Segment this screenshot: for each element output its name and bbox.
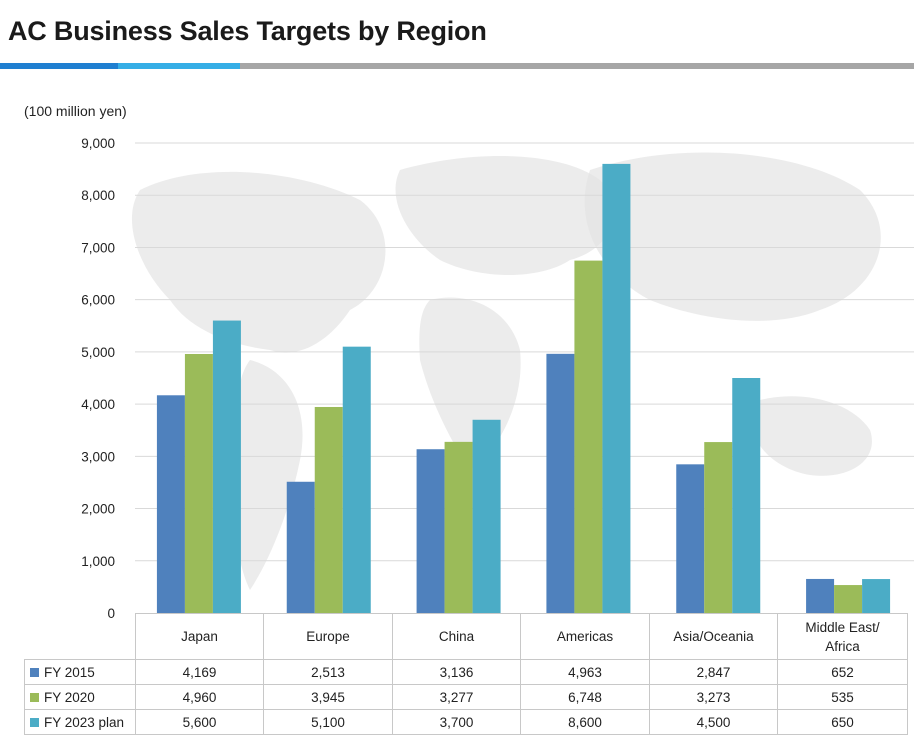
y-tick-label: 4,000	[81, 397, 115, 412]
data-label: 5,100	[263, 709, 393, 735]
y-tick-label: 6,000	[81, 293, 115, 308]
series-legend-label: FY 2015	[24, 659, 136, 685]
table-row: FY 2020 4,960 3,945 3,277 6,748 3,273 535	[24, 684, 908, 710]
bar	[704, 442, 733, 613]
bar	[676, 464, 705, 613]
title-rule-cyan	[118, 63, 240, 69]
bar	[834, 585, 863, 613]
y-tick-label: 7,000	[81, 240, 115, 255]
map-landmass	[395, 156, 615, 275]
data-label: 4,500	[649, 709, 778, 735]
data-label: 3,273	[649, 684, 778, 710]
category-label: Americas	[520, 613, 650, 660]
bar	[184, 353, 213, 613]
title-rule-gray	[240, 63, 914, 69]
data-label: 3,136	[392, 659, 521, 685]
legend-swatch	[30, 667, 39, 677]
data-label: 652	[777, 659, 908, 685]
series-legend-label: FY 2023 plan	[24, 709, 136, 735]
data-label: 2,847	[649, 659, 778, 685]
category-label: Middle East/Africa	[777, 613, 908, 660]
map-landmass	[233, 360, 303, 590]
bar	[472, 419, 501, 613]
bar	[732, 378, 761, 613]
bar	[286, 481, 315, 613]
bar	[546, 353, 575, 613]
bar	[444, 441, 473, 613]
data-label: 535	[777, 684, 908, 710]
category-label: Japan	[135, 613, 264, 660]
y-tick-label: 8,000	[81, 188, 115, 203]
data-label: 8,600	[520, 709, 650, 735]
bar	[806, 578, 835, 613]
category-label: Asia/Oceania	[649, 613, 778, 660]
y-tick-label: 1,000	[81, 554, 115, 569]
bar	[602, 163, 631, 613]
bar	[416, 449, 445, 613]
map-landmass	[131, 171, 386, 353]
data-label: 4,963	[520, 659, 650, 685]
table-header-row: Japan Europe China Americas Asia/Oceania Midd…	[24, 613, 908, 660]
category-label: Europe	[263, 613, 393, 660]
table-row: FY 2023 plan 5,600 5,100 3,700 8,600 4,500 650	[24, 709, 908, 735]
data-label: 2,513	[263, 659, 393, 685]
data-table: Japan Europe China Americas Asia/Oceania Midd…	[24, 613, 908, 735]
bar	[342, 346, 371, 613]
data-label: 3,945	[263, 684, 393, 710]
data-label: 5,600	[135, 709, 264, 735]
category-label: China	[392, 613, 521, 660]
y-tick-label: 9,000	[81, 136, 115, 151]
bar	[314, 406, 343, 613]
gridlines	[135, 142, 914, 562]
bar	[156, 395, 185, 613]
data-label: 6,748	[520, 684, 650, 710]
title-rule-blue	[0, 63, 118, 69]
y-axis-ticks: 01,0002,0003,0004,0005,0006,0007,0008,00…	[81, 136, 115, 621]
world-map-background	[131, 152, 881, 590]
legend-swatch	[30, 717, 39, 727]
data-label: 3,277	[392, 684, 521, 710]
data-label: 650	[777, 709, 908, 735]
bar	[574, 260, 603, 613]
y-tick-label: 3,000	[81, 449, 115, 464]
bars	[156, 163, 891, 613]
bar	[862, 579, 891, 613]
series-legend-label: FY 2020	[24, 684, 136, 710]
table-row: FY 2015 4,169 2,513 3,136 4,963 2,847 652	[24, 659, 908, 685]
data-label: 4,960	[135, 684, 264, 710]
y-unit-label: (100 million yen)	[24, 103, 127, 119]
y-tick-label: 2,000	[81, 502, 115, 517]
map-landmass	[752, 396, 872, 476]
y-tick-label: 5,000	[81, 345, 115, 360]
bar	[212, 320, 241, 613]
legend-swatch	[30, 692, 39, 702]
table-corner	[24, 613, 136, 660]
data-label: 4,169	[135, 659, 264, 685]
data-label: 3,700	[392, 709, 521, 735]
page-title: AC Business Sales Targets by Region	[8, 16, 487, 46]
map-landmass	[584, 152, 881, 321]
